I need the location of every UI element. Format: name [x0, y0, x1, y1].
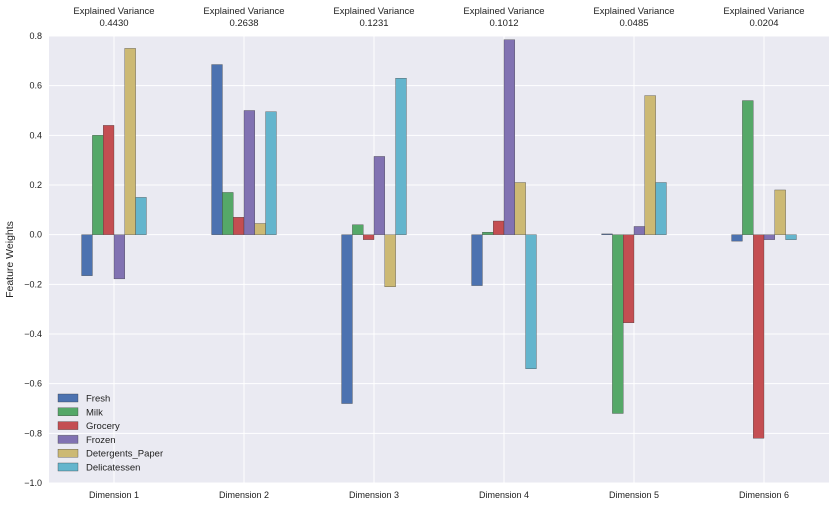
- x-tick-label: Dimension 1: [89, 490, 139, 500]
- legend-entry: Detergents_Paper: [86, 449, 163, 460]
- y-axis-label: Feature Weights: [4, 221, 16, 298]
- y-tick-label: 0.2: [29, 180, 42, 190]
- bar-frozen: [633, 226, 645, 235]
- legend-swatch: [57, 462, 79, 472]
- legend-entry: Delicatessen: [86, 463, 140, 474]
- y-tick-label: 0.8: [29, 31, 42, 41]
- x-tick-label: Dimension 5: [609, 490, 659, 500]
- legend-swatch: [57, 393, 79, 403]
- bar-fresh: [81, 234, 93, 276]
- explained-variance-value: 0.1012: [489, 18, 518, 29]
- bar-grocery: [103, 125, 115, 235]
- bar-grocery: [623, 234, 635, 324]
- y-tick-label: −0.8: [24, 428, 42, 438]
- bar-delicatessen: [785, 234, 797, 240]
- legend-swatch: [57, 435, 79, 444]
- bar-detergents-paper: [384, 234, 396, 287]
- bar-delicatessen: [395, 78, 407, 235]
- bar-fresh: [211, 64, 223, 235]
- legend-swatch: [57, 449, 79, 458]
- bar-fresh: [601, 233, 613, 235]
- x-tick-label: Dimension 4: [479, 490, 529, 500]
- explained-variance-label: Explained Variance: [333, 6, 414, 17]
- explained-variance-label: Explained Variance: [463, 6, 544, 17]
- bar-milk: [222, 192, 234, 235]
- bar-milk: [482, 232, 494, 235]
- explained-variance-label: Explained Variance: [723, 6, 804, 17]
- explained-variance-value: 0.2638: [229, 18, 258, 29]
- y-tick-label: 0.0: [29, 230, 42, 240]
- y-tick-label: −1.0: [24, 478, 42, 488]
- bar-fresh: [731, 234, 743, 242]
- bar-frozen: [763, 234, 775, 240]
- y-tick-label: −0.4: [24, 329, 42, 339]
- explained-variance-value: 0.0204: [749, 18, 778, 29]
- explained-variance-label: Explained Variance: [593, 6, 674, 17]
- bar-frozen: [243, 110, 255, 235]
- bar-fresh: [341, 234, 353, 404]
- bar-milk: [612, 234, 624, 414]
- y-tick-label: 0.6: [29, 81, 42, 91]
- x-tick-label: Dimension 2: [219, 490, 269, 500]
- bar-grocery: [233, 217, 245, 235]
- x-tick-label: Dimension 3: [349, 490, 399, 500]
- bar-delicatessen: [655, 182, 667, 235]
- explained-variance-label: Explained Variance: [203, 6, 284, 17]
- legend-entry: Grocery: [86, 421, 120, 432]
- bar-milk: [352, 224, 364, 235]
- bar-delicatessen: [525, 234, 537, 369]
- bar-frozen: [373, 156, 385, 235]
- legend-entry: Fresh: [86, 394, 110, 405]
- bar-grocery: [363, 234, 375, 240]
- bar-frozen: [503, 39, 515, 235]
- bar-delicatessen: [135, 197, 147, 235]
- x-tick-label: Dimension 6: [739, 490, 789, 500]
- bar-detergents-paper: [124, 48, 136, 235]
- bar-detergents-paper: [774, 189, 786, 235]
- bar-milk: [742, 100, 754, 235]
- explained-variance-value: 0.0485: [619, 18, 648, 29]
- legend-entry: Frozen: [86, 435, 116, 446]
- explained-variance-value: 0.1231: [359, 18, 388, 29]
- bar-milk: [92, 135, 104, 235]
- bar-detergents-paper: [644, 95, 656, 235]
- y-tick-label: 0.4: [29, 130, 42, 140]
- plot-area: [49, 36, 829, 483]
- explained-variance-label: Explained Variance: [73, 6, 154, 17]
- bar-grocery: [753, 234, 765, 439]
- bar-frozen: [113, 234, 125, 280]
- bar-detergents-paper: [514, 182, 526, 235]
- legend-entry: Milk: [86, 407, 103, 418]
- y-tick-label: −0.6: [24, 379, 42, 389]
- legend-swatch: [57, 407, 79, 416]
- bar-detergents-paper: [254, 223, 266, 235]
- bar-fresh: [471, 234, 483, 286]
- bar-delicatessen: [265, 111, 277, 235]
- bar-grocery: [493, 220, 505, 235]
- legend-swatch: [57, 421, 79, 430]
- y-tick-label: −0.2: [24, 279, 42, 289]
- explained-variance-value: 0.4430: [99, 18, 128, 29]
